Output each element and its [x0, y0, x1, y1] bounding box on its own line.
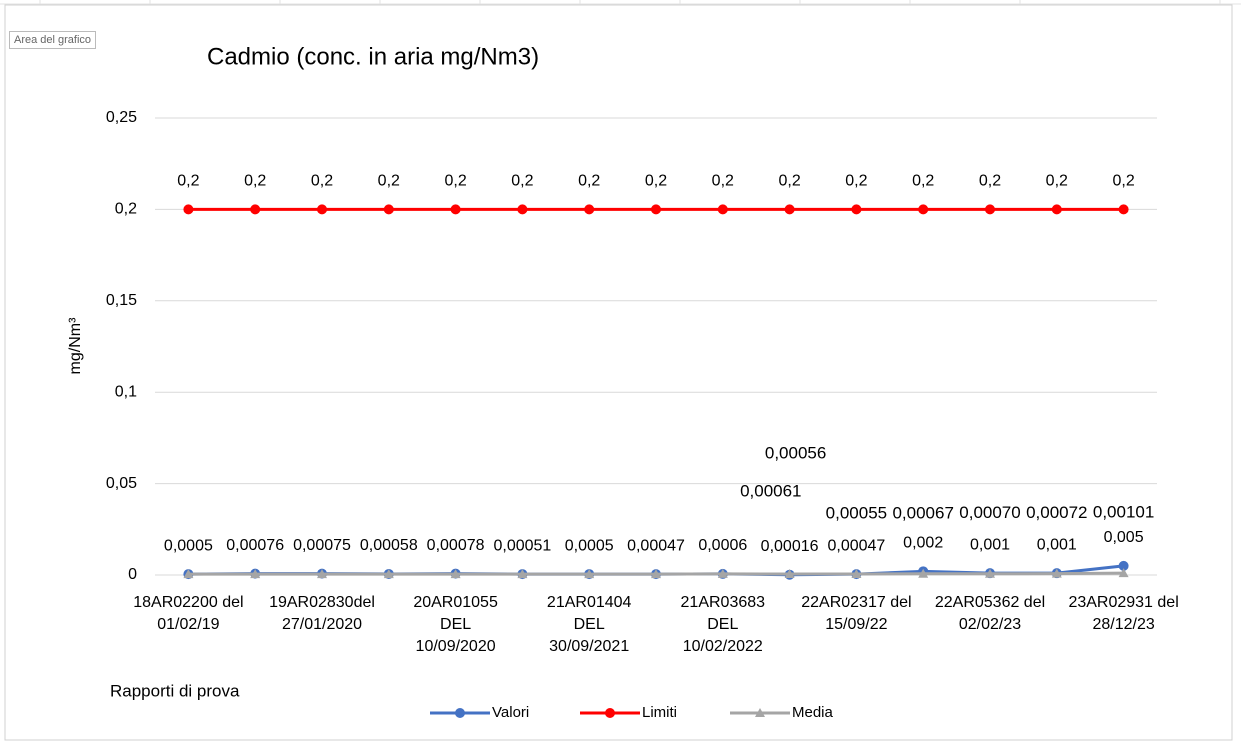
y-tick-label: 0,1	[115, 383, 137, 400]
data-point	[1118, 560, 1129, 571]
data-point	[584, 569, 595, 579]
data-label: 0,005	[1104, 529, 1144, 546]
data-label: 0,2	[1112, 173, 1134, 190]
sheet-grid	[0, 0, 1241, 5]
x-tick-label: 22AR02317 del 15/09/22	[801, 594, 912, 633]
y-axis-label: mg/Nm³	[67, 317, 84, 375]
legend-label: Media	[792, 704, 834, 721]
data-label: 0,2	[444, 173, 466, 190]
data-label: 0,2	[311, 173, 333, 190]
data-label: 0,2	[244, 173, 266, 190]
legend-marker	[755, 708, 765, 717]
data-point	[250, 204, 261, 215]
data-label: 0,0006	[698, 537, 747, 554]
y-tick-label: 0,2	[115, 201, 137, 218]
data-label: 0,2	[712, 173, 734, 190]
data-point	[1118, 568, 1129, 578]
data-point	[517, 569, 528, 579]
data-point	[250, 569, 261, 579]
data-point	[383, 569, 394, 579]
data-label: 0,2	[979, 173, 1001, 190]
data-point	[985, 204, 995, 215]
data-point	[584, 204, 595, 215]
data-point	[450, 569, 461, 579]
data-point	[1051, 204, 1062, 215]
data-label: 0,00072	[1026, 503, 1087, 522]
data-label: 0,0005	[565, 537, 614, 554]
data-point	[383, 204, 394, 215]
legend-marker	[455, 708, 465, 718]
data-label: 0,00055	[826, 503, 887, 522]
data-label: 0,001	[1037, 536, 1077, 553]
x-tick-label: 22AR05362 del 02/02/23	[934, 594, 1046, 633]
y-tick-label: 0	[128, 566, 137, 583]
data-label: 0,2	[578, 173, 600, 190]
data-label: 0,00075	[293, 537, 351, 554]
y-tick-label: 0,05	[106, 475, 137, 492]
data-point	[1051, 568, 1062, 578]
data-point	[918, 568, 929, 578]
data-point	[651, 569, 661, 579]
data-label: 0,2	[511, 173, 533, 190]
data-label: 0,2	[645, 173, 667, 190]
data-label: 0,00051	[493, 537, 551, 554]
x-tick-label: 21AR03683 DEL 10/02/2022	[680, 594, 766, 655]
data-point	[784, 568, 795, 578]
data-point	[918, 204, 929, 215]
data-point	[717, 204, 728, 215]
data-point	[985, 568, 995, 578]
data-point	[1118, 204, 1129, 215]
data-label: 0,2	[778, 173, 800, 190]
data-label: 0,2	[177, 173, 199, 190]
data-point	[183, 569, 194, 579]
data-label: 0,00016	[761, 538, 819, 555]
tooltip: Area del grafico	[9, 31, 97, 49]
chart-frame	[4, 4, 1233, 741]
legend-marker	[605, 708, 615, 718]
data-point	[517, 204, 528, 215]
data-label: 0,00078	[427, 537, 485, 554]
data-label: 0,001	[970, 536, 1010, 553]
data-point	[784, 204, 795, 215]
data-label: 0,00047	[627, 537, 685, 554]
data-label: 0,00101	[1093, 503, 1154, 522]
data-label: 0,0005	[164, 537, 213, 554]
data-point	[851, 204, 862, 215]
data-point	[317, 569, 327, 579]
x-axis-label: Rapporti di prova	[110, 681, 240, 700]
data-label: 0,00061	[740, 481, 801, 500]
data-label: 0,00076	[226, 537, 284, 554]
data-point	[717, 568, 728, 578]
data-label: 0,2	[1046, 173, 1068, 190]
legend-label: Valori	[492, 704, 529, 721]
data-label: 0,2	[378, 173, 400, 190]
data-point	[450, 204, 461, 215]
data-point	[651, 204, 661, 215]
x-tick-label: 21AR01404 DEL 30/09/2021	[546, 594, 632, 655]
y-tick-label: 0,25	[106, 109, 137, 126]
data-label: 0,00058	[360, 537, 418, 554]
data-label: 0,2	[912, 173, 934, 190]
legend-label: Limiti	[642, 704, 677, 721]
data-point	[851, 568, 862, 578]
data-label: 0,00070	[959, 503, 1020, 522]
data-label: 0,00047	[827, 537, 885, 554]
data-label: 0,002	[903, 535, 943, 552]
x-tick-label: 23AR02931 del 28/12/23	[1068, 594, 1179, 633]
x-tick-label: 19AR02830del 27/01/2020	[269, 594, 375, 633]
data-point	[183, 204, 194, 215]
data-label: 0,2	[845, 173, 867, 190]
data-label: 0,00056	[765, 443, 826, 462]
chart-title: Cadmio (conc. in aria mg/Nm3)	[207, 43, 539, 70]
x-tick-label: 18AR02200 del 01/02/19	[133, 594, 244, 633]
y-tick-label: 0,15	[106, 292, 137, 309]
data-label: 0,00067	[892, 503, 953, 522]
data-point	[317, 204, 327, 215]
x-tick-label: 20AR01055 DEL 10/09/2020	[413, 594, 498, 655]
